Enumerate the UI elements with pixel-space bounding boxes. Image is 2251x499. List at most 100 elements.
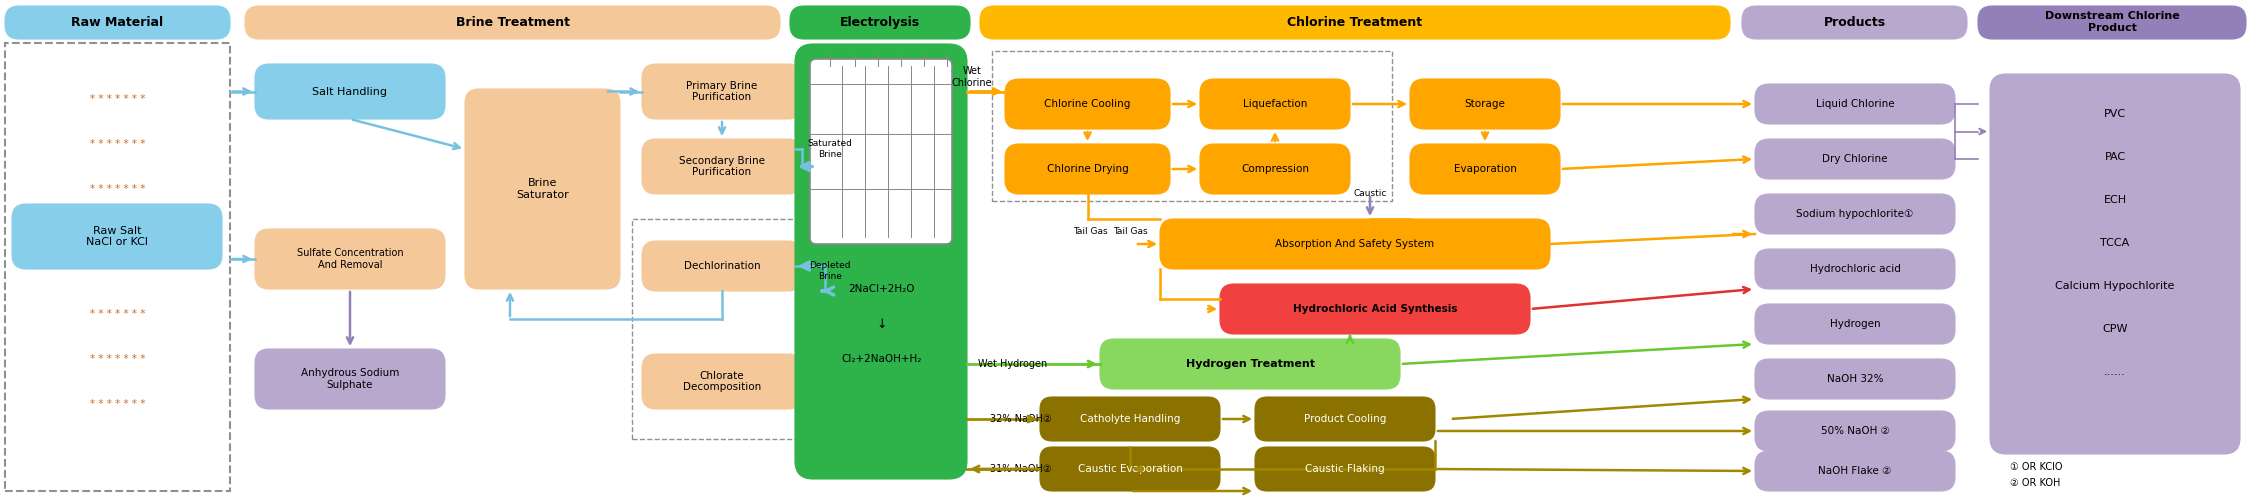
Text: Hydrochloric Acid Synthesis: Hydrochloric Acid Synthesis (1292, 304, 1456, 314)
Text: Cl₂+2NaOH+H₂: Cl₂+2NaOH+H₂ (842, 354, 921, 364)
Text: Evaporation: Evaporation (1454, 164, 1517, 174)
FancyBboxPatch shape (1409, 79, 1560, 129)
Text: Primary Brine
Purification: Primary Brine Purification (687, 81, 759, 102)
FancyBboxPatch shape (1756, 359, 1956, 399)
Text: Hydrogen Treatment: Hydrogen Treatment (1186, 359, 1315, 369)
Text: 50% NaOH ②: 50% NaOH ② (1821, 426, 1889, 436)
FancyBboxPatch shape (466, 89, 619, 289)
FancyBboxPatch shape (1101, 339, 1400, 389)
Text: Absorption And Safety System: Absorption And Safety System (1276, 239, 1434, 249)
FancyBboxPatch shape (642, 354, 801, 409)
FancyBboxPatch shape (1004, 79, 1171, 129)
Text: Chlorate
Decomposition: Chlorate Decomposition (682, 371, 761, 392)
FancyBboxPatch shape (642, 64, 801, 119)
Text: Catholyte Handling: Catholyte Handling (1080, 414, 1180, 424)
Text: Hydrogen: Hydrogen (1830, 319, 1880, 329)
Text: NaOH 32%: NaOH 32% (1828, 374, 1884, 384)
FancyBboxPatch shape (1256, 447, 1434, 491)
Text: TCCA: TCCA (2100, 238, 2129, 248)
Text: Compression: Compression (1240, 164, 1310, 174)
Text: * * * * * * *: * * * * * * * (90, 184, 144, 194)
Text: ② OR KOH: ② OR KOH (2010, 478, 2060, 488)
FancyBboxPatch shape (1756, 194, 1956, 234)
Text: Wet Hydrogen: Wet Hydrogen (977, 359, 1047, 369)
Text: 32% NaOH②: 32% NaOH② (990, 414, 1051, 424)
Text: Brine Treatment: Brine Treatment (455, 15, 570, 28)
FancyBboxPatch shape (1159, 219, 1551, 269)
Text: * * * * * * *: * * * * * * * (90, 94, 144, 104)
Text: Caustic Evaporation: Caustic Evaporation (1078, 464, 1182, 474)
FancyBboxPatch shape (1040, 397, 1220, 441)
Text: Secondary Brine
Purification: Secondary Brine Purification (680, 156, 765, 177)
Text: * * * * * * *: * * * * * * * (90, 354, 144, 364)
FancyBboxPatch shape (1756, 84, 1956, 124)
Text: Electrolysis: Electrolysis (840, 15, 921, 28)
Text: 31% NaOH②: 31% NaOH② (990, 464, 1051, 474)
Text: ① OR KClO: ① OR KClO (2010, 462, 2062, 472)
FancyBboxPatch shape (254, 229, 446, 289)
FancyBboxPatch shape (1756, 249, 1956, 289)
Text: Raw Salt
NaCl or KCl: Raw Salt NaCl or KCl (86, 226, 149, 248)
Text: Product Cooling: Product Cooling (1303, 414, 1387, 424)
FancyBboxPatch shape (1200, 79, 1351, 129)
FancyBboxPatch shape (1756, 139, 1956, 179)
Text: Liquid Chlorine: Liquid Chlorine (1817, 99, 1895, 109)
FancyBboxPatch shape (1979, 6, 2246, 39)
FancyBboxPatch shape (795, 44, 968, 479)
Text: Tail Gas: Tail Gas (1074, 227, 1107, 236)
Text: ECH: ECH (2102, 195, 2127, 205)
Text: Liquefaction: Liquefaction (1243, 99, 1308, 109)
Text: Depleted
Brine: Depleted Brine (810, 261, 851, 281)
FancyBboxPatch shape (1220, 284, 1531, 334)
Text: Raw Material: Raw Material (72, 15, 164, 28)
FancyBboxPatch shape (642, 241, 801, 291)
FancyBboxPatch shape (1256, 397, 1434, 441)
Text: ↓: ↓ (876, 317, 887, 330)
Text: Salt Handling: Salt Handling (313, 86, 387, 96)
Text: * * * * * * *: * * * * * * * (90, 309, 144, 319)
FancyBboxPatch shape (254, 64, 446, 119)
FancyBboxPatch shape (1756, 411, 1956, 451)
Text: Calcium Hypochlorite: Calcium Hypochlorite (2055, 281, 2174, 291)
FancyBboxPatch shape (1990, 74, 2240, 454)
Text: Brine
Saturator: Brine Saturator (515, 178, 570, 200)
FancyBboxPatch shape (790, 6, 970, 39)
Text: NaOH Flake ②: NaOH Flake ② (1819, 466, 1891, 476)
FancyBboxPatch shape (979, 6, 1731, 39)
FancyBboxPatch shape (642, 139, 801, 194)
Bar (993, 51, 1391, 201)
Text: 2NaCl+2H₂O: 2NaCl+2H₂O (849, 284, 914, 294)
Text: Dechlorination: Dechlorination (684, 261, 761, 271)
FancyBboxPatch shape (1040, 447, 1220, 491)
Text: Chlorine Cooling: Chlorine Cooling (1044, 99, 1130, 109)
Text: Caustic Flaking: Caustic Flaking (1306, 464, 1384, 474)
Text: * * * * * * *: * * * * * * * (90, 399, 144, 409)
Text: Downstream Chlorine
Product: Downstream Chlorine Product (2044, 11, 2179, 33)
Text: Caustic: Caustic (1353, 189, 1387, 198)
FancyBboxPatch shape (810, 59, 952, 244)
Text: Chlorine Drying: Chlorine Drying (1047, 164, 1128, 174)
Text: Sulfate Concentration
And Removal: Sulfate Concentration And Removal (297, 248, 403, 270)
Text: Storage: Storage (1465, 99, 1506, 109)
Text: CPW: CPW (2102, 324, 2127, 334)
Text: Products: Products (1823, 15, 1886, 28)
FancyBboxPatch shape (254, 349, 446, 409)
Text: Sodium hypochlorite①: Sodium hypochlorite① (1796, 209, 1913, 219)
Text: Chlorine Treatment: Chlorine Treatment (1288, 15, 1423, 28)
FancyBboxPatch shape (11, 204, 223, 269)
FancyBboxPatch shape (1756, 304, 1956, 344)
Text: Dry Chlorine: Dry Chlorine (1823, 154, 1889, 164)
Text: ......: ...... (2105, 367, 2125, 377)
Text: Hydrochloric acid: Hydrochloric acid (1810, 264, 1900, 274)
Bar (5, 43, 230, 491)
Text: Wet
Chlorine: Wet Chlorine (952, 66, 993, 88)
FancyBboxPatch shape (5, 6, 230, 39)
FancyBboxPatch shape (1756, 451, 1956, 491)
FancyBboxPatch shape (1742, 6, 1967, 39)
Text: Saturated
Brine: Saturated Brine (808, 139, 853, 159)
Text: PAC: PAC (2105, 152, 2125, 162)
Text: PVC: PVC (2105, 109, 2125, 119)
FancyBboxPatch shape (245, 6, 781, 39)
FancyBboxPatch shape (1409, 144, 1560, 194)
FancyBboxPatch shape (1004, 144, 1171, 194)
